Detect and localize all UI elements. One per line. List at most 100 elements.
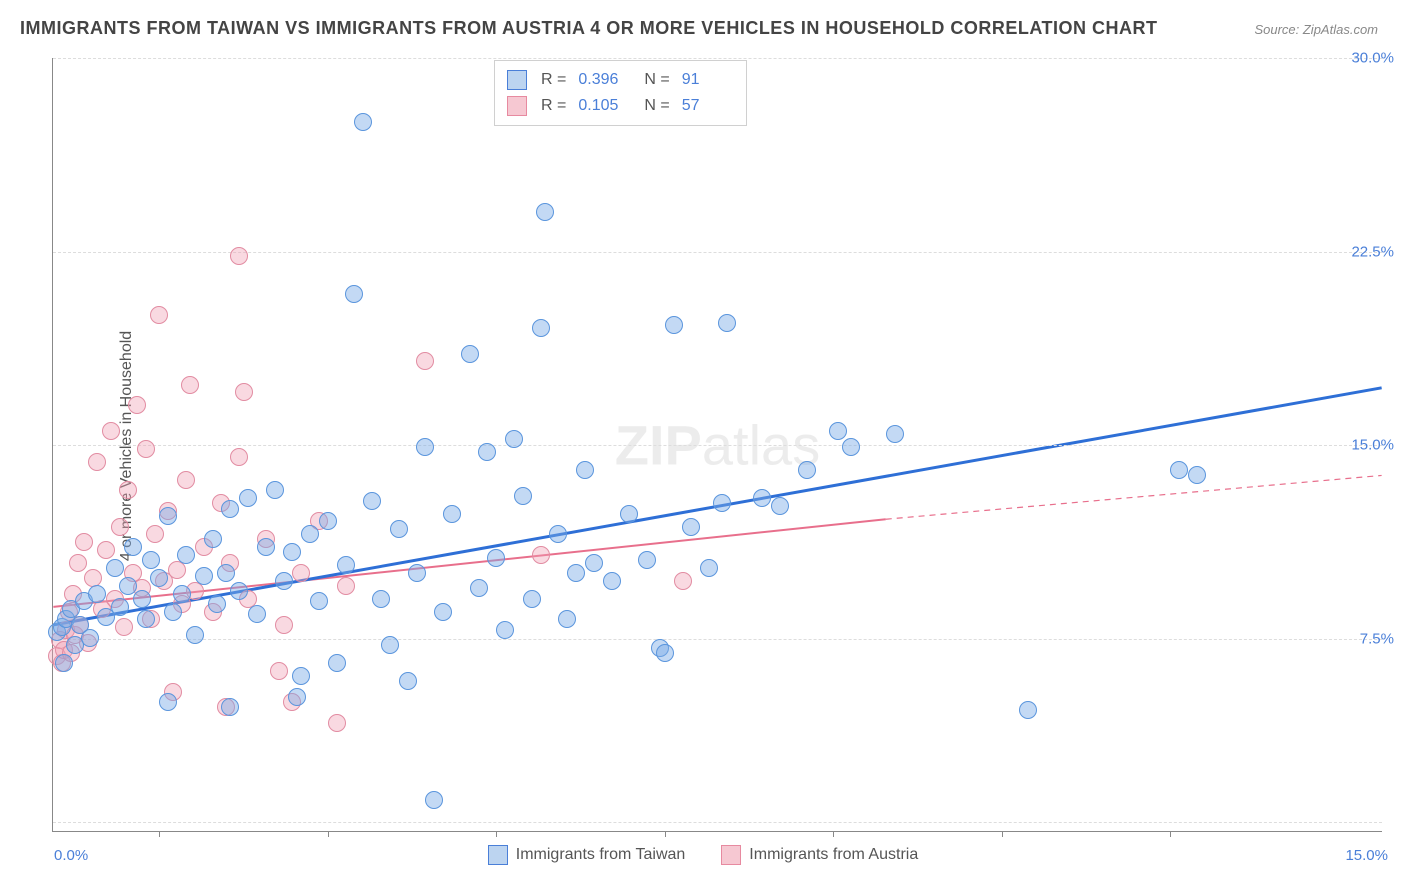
data-point — [266, 481, 284, 499]
legend-chip — [507, 70, 527, 90]
data-point — [1188, 466, 1206, 484]
data-point — [576, 461, 594, 479]
data-point — [425, 791, 443, 809]
x-minor-tick — [1002, 831, 1003, 837]
data-point — [195, 567, 213, 585]
data-point — [798, 461, 816, 479]
data-point — [700, 559, 718, 577]
data-point — [337, 577, 355, 595]
data-point — [585, 554, 603, 572]
data-point — [718, 314, 736, 332]
legend-r-value: 0.105 — [578, 93, 630, 119]
data-point — [443, 505, 461, 523]
data-point — [239, 489, 257, 507]
data-point — [230, 448, 248, 466]
legend-n-value: 57 — [682, 93, 734, 119]
legend-n-value: 91 — [682, 67, 734, 93]
data-point — [1019, 701, 1037, 719]
data-point — [638, 551, 656, 569]
legend-r-label: R = — [541, 93, 566, 119]
data-point — [288, 688, 306, 706]
x-minor-tick — [159, 831, 160, 837]
data-point — [217, 564, 235, 582]
data-point — [771, 497, 789, 515]
data-point — [128, 396, 146, 414]
data-point — [523, 590, 541, 608]
data-point — [159, 507, 177, 525]
data-point — [168, 561, 186, 579]
data-point — [111, 518, 129, 536]
data-point — [713, 494, 731, 512]
data-point — [496, 621, 514, 639]
grid-line-h — [53, 445, 1382, 446]
data-point — [1170, 461, 1188, 479]
data-point — [177, 471, 195, 489]
data-point — [536, 203, 554, 221]
data-point — [88, 453, 106, 471]
series-legend: Immigrants from Taiwan Immigrants from Au… — [0, 845, 1406, 870]
data-point — [115, 618, 133, 636]
grid-line-h — [53, 639, 1382, 640]
data-point — [283, 543, 301, 561]
data-point — [81, 629, 99, 647]
data-point — [487, 549, 505, 567]
y-tick-label: 30.0% — [1351, 50, 1394, 67]
data-point — [257, 538, 275, 556]
data-point — [248, 605, 266, 623]
source-attribution: Source: ZipAtlas.com — [1254, 22, 1378, 37]
data-point — [434, 603, 452, 621]
data-point — [416, 352, 434, 370]
grid-line-h — [53, 822, 1382, 823]
data-point — [146, 525, 164, 543]
data-point — [75, 533, 93, 551]
y-tick-label: 7.5% — [1360, 630, 1394, 647]
data-point — [97, 541, 115, 559]
data-point — [301, 525, 319, 543]
x-minor-tick — [1170, 831, 1171, 837]
trend-line — [886, 475, 1382, 519]
data-point — [102, 422, 120, 440]
data-point — [69, 554, 87, 572]
x-minor-tick — [328, 831, 329, 837]
data-point — [514, 487, 532, 505]
data-point — [270, 662, 288, 680]
data-point — [354, 113, 372, 131]
data-point — [682, 518, 700, 536]
data-point — [372, 590, 390, 608]
data-point — [221, 698, 239, 716]
legend-r-label: R = — [541, 67, 566, 93]
data-point — [345, 285, 363, 303]
data-point — [133, 590, 151, 608]
data-point — [292, 667, 310, 685]
data-point — [164, 603, 182, 621]
data-point — [142, 551, 160, 569]
data-point — [390, 520, 408, 538]
data-point — [416, 438, 434, 456]
legend-label: Immigrants from Austria — [749, 846, 918, 864]
x-tick-label: 0.0% — [54, 847, 88, 864]
data-point — [319, 512, 337, 530]
grid-line-h — [53, 252, 1382, 253]
data-point — [221, 500, 239, 518]
data-point — [470, 579, 488, 597]
legend-n-label: N = — [644, 67, 669, 93]
data-point — [230, 582, 248, 600]
legend-item: Immigrants from Austria — [721, 845, 918, 865]
grid-line-h — [53, 58, 1382, 59]
data-point — [753, 489, 771, 507]
data-point — [603, 572, 621, 590]
data-point — [275, 572, 293, 590]
legend-r-value: 0.396 — [578, 67, 630, 93]
data-point — [532, 546, 550, 564]
y-tick-label: 22.5% — [1351, 243, 1394, 260]
data-point — [177, 546, 195, 564]
data-point — [230, 247, 248, 265]
chart-title: IMMIGRANTS FROM TAIWAN VS IMMIGRANTS FRO… — [20, 18, 1157, 39]
legend-item: Immigrants from Taiwan — [488, 845, 686, 865]
correlation-legend: R = 0.396 N = 91 R = 0.105 N = 57 — [494, 60, 747, 126]
data-point — [204, 530, 222, 548]
x-minor-tick — [833, 831, 834, 837]
data-point — [119, 481, 137, 499]
data-point — [674, 572, 692, 590]
data-point — [275, 616, 293, 634]
